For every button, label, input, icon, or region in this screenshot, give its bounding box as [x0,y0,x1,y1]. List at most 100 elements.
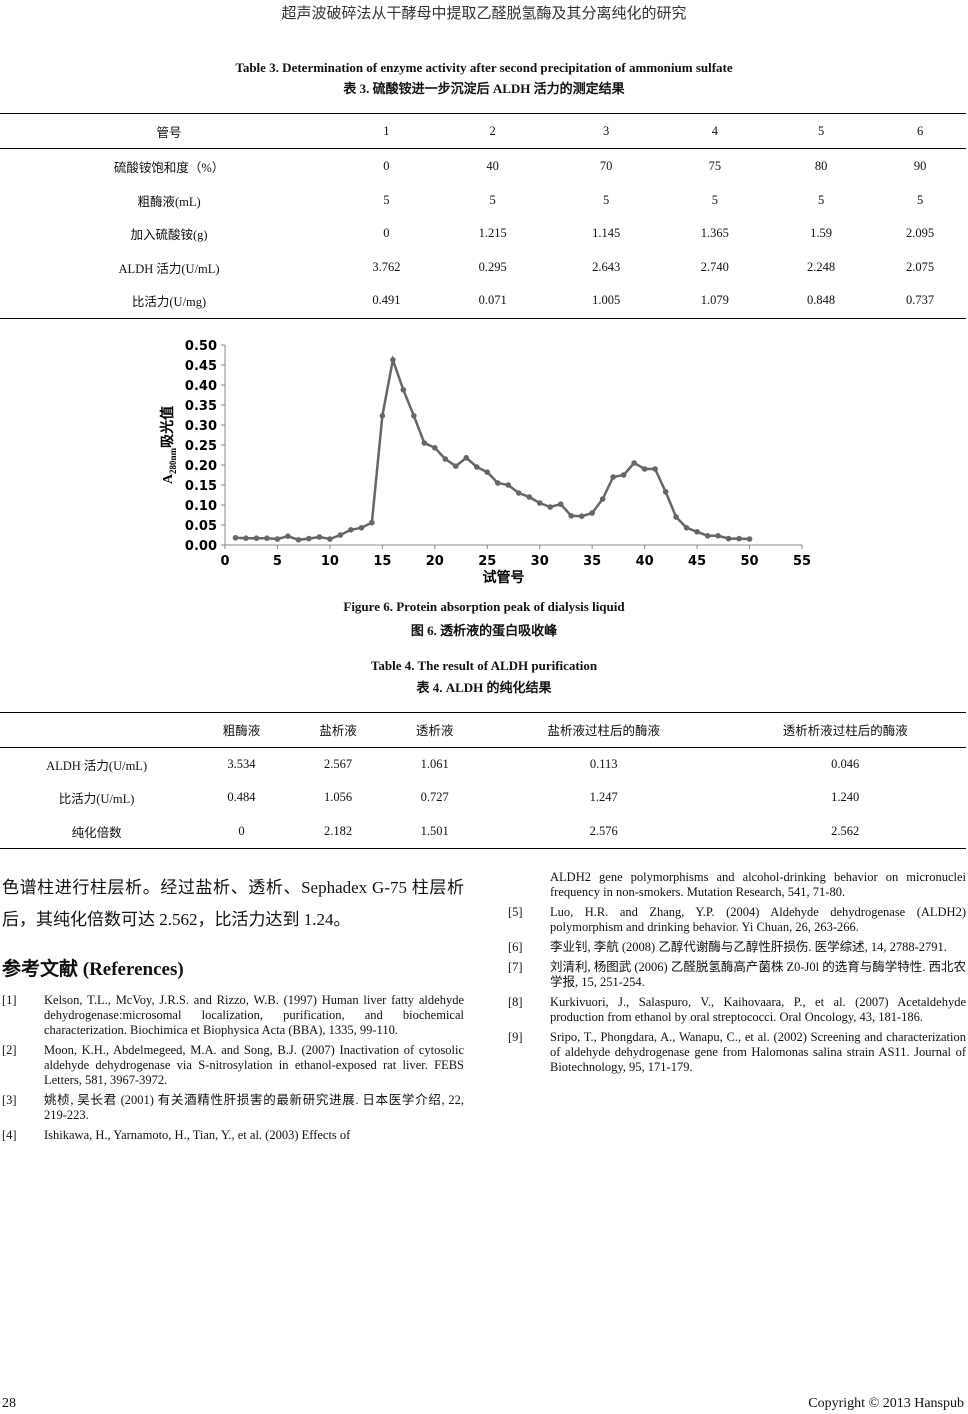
table-cell: 管号 [0,113,339,150]
table-cell: 5 [489,192,496,207]
x-tick-label: 10 [321,554,339,569]
table-cell: 5 [916,192,924,207]
table-row: 比活力(U/mg) 0.491 0.071 1.005 1.079 0.848 0.737 [0,284,966,319]
data-point [400,387,407,393]
table-cell: 90 [913,158,927,173]
data-point [557,501,564,507]
y-tick-label: 0.10 [185,499,217,514]
data-point [662,489,669,495]
table-cell: 2.075 [906,259,935,274]
table-cell: 5 [817,192,825,207]
table-row: 纯化倍数 0 2.182 1.501 2.576 2.562 [0,814,966,848]
table-cell: 5 [711,192,718,207]
x-tick-label: 35 [583,554,601,569]
reference-item: ALDH2 gene polymorphisms and alcohol-dri… [508,870,966,900]
reference-number: [5] [508,905,523,919]
table3-title-zh: 表 3. 硫酸铵进一步沉淀后 ALDH 活力的测定结果 [343,81,625,96]
table-cell: 2.562 [831,823,860,838]
data-point [243,535,249,541]
table-cell: 4 [661,113,768,150]
table-cell: 2.740 [700,259,729,274]
table-row: 硫酸铵饱和度（%） 0 40 70 75 80 90 [0,149,966,183]
table-cell: 75 [708,158,722,173]
data-point [473,464,480,470]
table4-title-en: Table 4. The result of ALDH purification [370,658,598,673]
table-cell: 硫酸铵饱和度（%） [113,160,225,175]
y-tick-label: 0.05 [185,519,217,534]
table-cell: 1.056 [324,790,353,805]
y-tick-label: 0.25 [185,439,217,454]
x-tick-label: 20 [426,554,444,569]
table-cell: 1.061 [420,757,449,772]
x-tick-label: 50 [740,554,758,569]
data-point [432,445,438,451]
reference-item: [9] Sripo, T., Phongdara, A., Wanapu, C.,… [508,1030,966,1075]
data-point [421,440,428,446]
data-point [337,532,344,538]
data-point [442,456,449,462]
data-point [484,469,491,475]
reference-item: [4] Ishikawa, H., Yarnamoto, H., Tian, Y.… [2,1128,464,1143]
data-point [411,413,417,419]
table-cell: 5 [603,192,610,207]
reference-text: 姚桢, 吴长君 (2001) 有关酒精性肝损害的最新研究进展. 日本医学介绍, … [44,1093,464,1122]
reference-number: [7] [508,960,523,974]
table-cell: 2.567 [324,757,353,772]
table-cell: 0.727 [420,790,449,805]
table-cell: 3 [550,113,662,150]
data-point [463,455,470,461]
table-cell: 1.501 [420,823,449,838]
data-point [578,513,585,519]
y-tick-label: 0.45 [185,359,217,374]
table-row: 比活力(U/mL) 0.484 1.056 0.727 1.247 1.240 [0,781,966,814]
y-tick-label: 0.40 [185,379,217,394]
reference-text: Luo, H.R. and Zhang, Y.P. (2004) Aldehyd… [550,905,966,934]
table3: 管号 1 2 3 4 5 6 硫酸铵饱和度（%） 0 40 70 75 80 90 粗酶液(mL) 5 5 5 5 5… [0,113,966,319]
data-point [746,536,753,542]
data-point [306,535,312,542]
table-cell: 2 [434,113,551,150]
reference-text: 李业钊, 李航 (2008) 乙醇代谢酶与乙醇性肝损伤. 医学综述, 14, 2… [550,940,947,954]
data-point [673,514,679,520]
data-point [327,536,333,542]
references-heading: 参考文献 (References) [2,959,184,980]
table-cell: 0.848 [807,293,836,308]
data-point [547,504,554,510]
table-row: 粗酶液(mL) 5 5 5 5 5 5 [0,183,966,217]
data-point [505,482,512,488]
data-point [725,535,732,542]
table-cell: 1.145 [592,226,621,241]
table4: 粗酶液 盐析液 透析液 盐析液过柱后的酶液 透析析液过柱后的酶液 ALDH 活力(U/mL… [0,712,966,849]
table-cell: 纯化倍数 [71,825,122,840]
data-point [568,513,574,519]
reference-text: Kurkivuori, J., Salaspuro, V., Kaihovaar… [550,995,966,1024]
data-point [295,537,302,543]
figure6-chart: 0.00 0.05 0.10 0.15 0.20 0.25 0.30 0.35 0.40 0.45… [159,339,811,586]
table-cell: 0.071 [478,293,507,308]
data-point [694,529,700,535]
reference-text: Kelson, T.L., McVoy, J.R.S. and Rizzo, W… [44,993,464,1037]
x-tick-label: 45 [688,554,706,569]
table-cell: 0.295 [478,259,507,274]
table-cell: 40 [486,158,499,173]
reference-item: [6] 李业钊, 李航 (2008) 乙醇代谢酶与乙醇性肝损伤. 医学综述, 14… [508,940,966,955]
table-cell: 比活力(U/mL) [58,792,135,807]
table-cell: ALDH 活力(U/mL) [118,261,220,276]
y-tick-label: 0.20 [185,459,217,474]
table-cell: 0.737 [906,293,935,308]
data-point [736,535,742,542]
table-cell: 1.079 [700,293,729,308]
table-cell: 70 [599,158,613,173]
reference-item: [5] Luo, H.R. and Zhang, Y.P. (2004) Alde… [508,905,966,935]
reference-text: Sripo, T., Phongdara, A., Wanapu, C., et… [550,1030,966,1074]
table-cell: 0 [383,158,390,173]
data-point [715,533,721,539]
y-tick-label: 0.30 [185,419,217,434]
reference-item: [3] 姚桢, 吴长君 (2001) 有关酒精性肝损害的最新研究进展. 日本医学介… [2,1093,464,1123]
data-point [494,480,501,486]
reference-number [508,870,550,900]
y-tick-label: 0.00 [185,539,217,554]
data-point [526,494,533,500]
data-point [453,463,459,469]
